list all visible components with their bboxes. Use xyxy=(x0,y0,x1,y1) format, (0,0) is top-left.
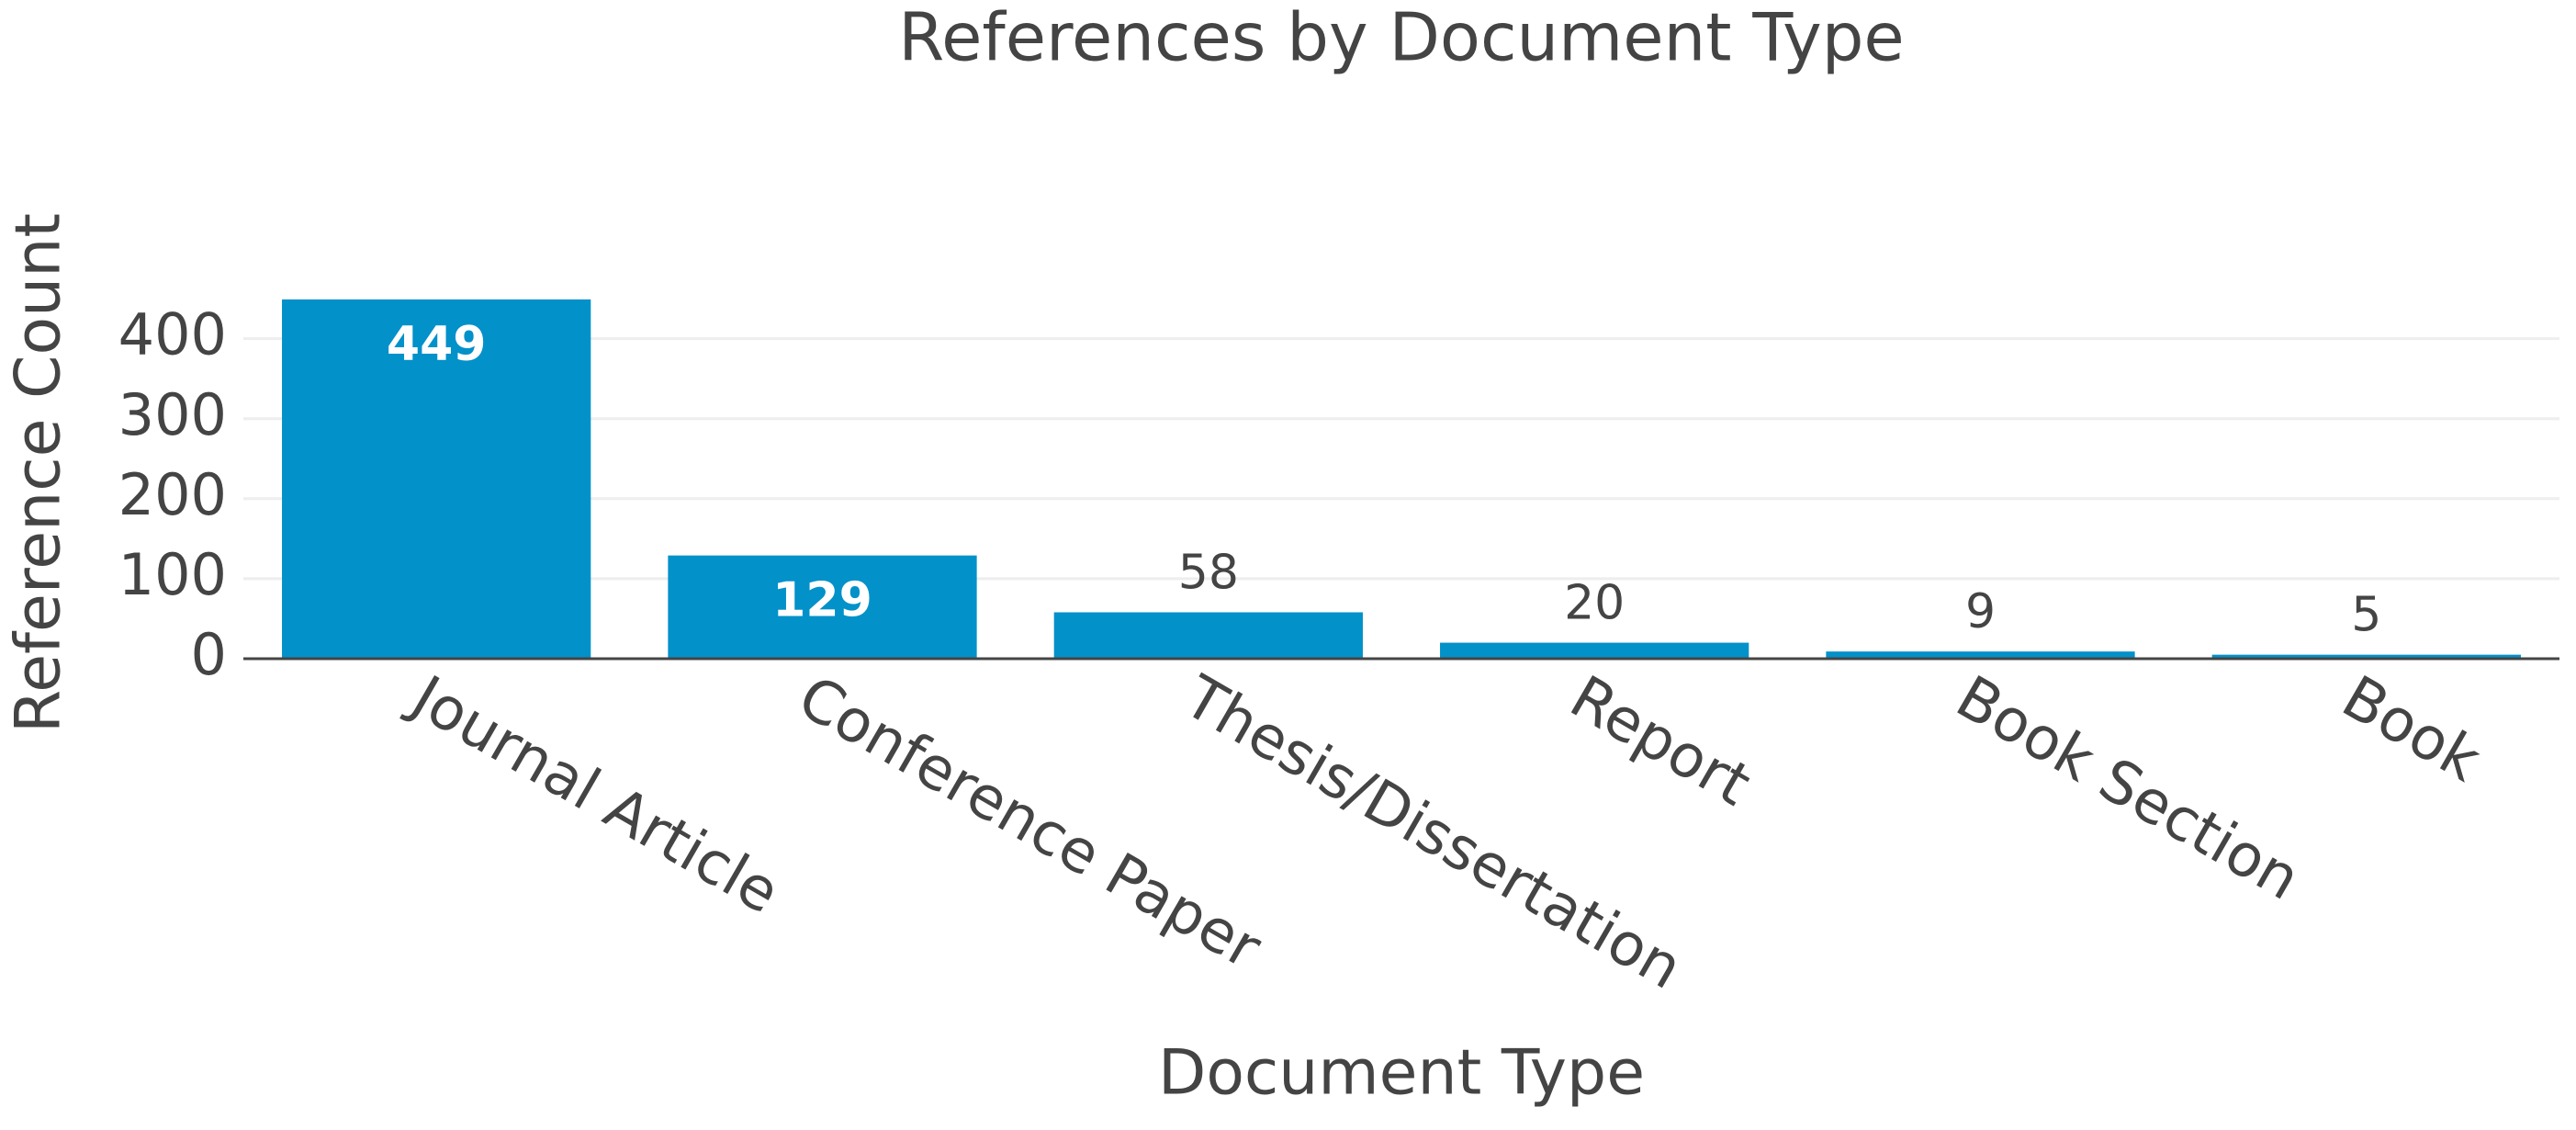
chart-title: References by Document Type xyxy=(898,0,1904,76)
y-tick-label: 0 xyxy=(191,621,227,688)
y-tick-label: 100 xyxy=(118,541,227,608)
value-label: 5 xyxy=(2351,588,2381,643)
x-tick-label: Book Section xyxy=(1945,663,2311,914)
value-label: 58 xyxy=(1178,545,1239,600)
bar xyxy=(1826,651,2135,659)
bar xyxy=(2211,654,2521,659)
bar xyxy=(1053,612,1363,659)
y-axis-title: Reference Count xyxy=(3,213,75,733)
value-label: 129 xyxy=(772,573,872,628)
y-tick-label: 300 xyxy=(118,381,227,448)
x-tick-label: Journal Article xyxy=(398,661,791,928)
value-label: 20 xyxy=(1564,576,1625,631)
bar xyxy=(282,299,591,659)
x-axis-title: Document Type xyxy=(1158,1037,1645,1110)
x-tick-label: Report xyxy=(1558,663,1761,819)
bar xyxy=(1440,642,1749,659)
value-label: 449 xyxy=(387,317,487,372)
y-tick-label: 400 xyxy=(118,301,227,368)
x-tick-label: Book xyxy=(2331,663,2492,796)
bar xyxy=(668,555,977,659)
value-label: 9 xyxy=(1965,584,1996,639)
y-tick-label: 200 xyxy=(118,461,227,528)
